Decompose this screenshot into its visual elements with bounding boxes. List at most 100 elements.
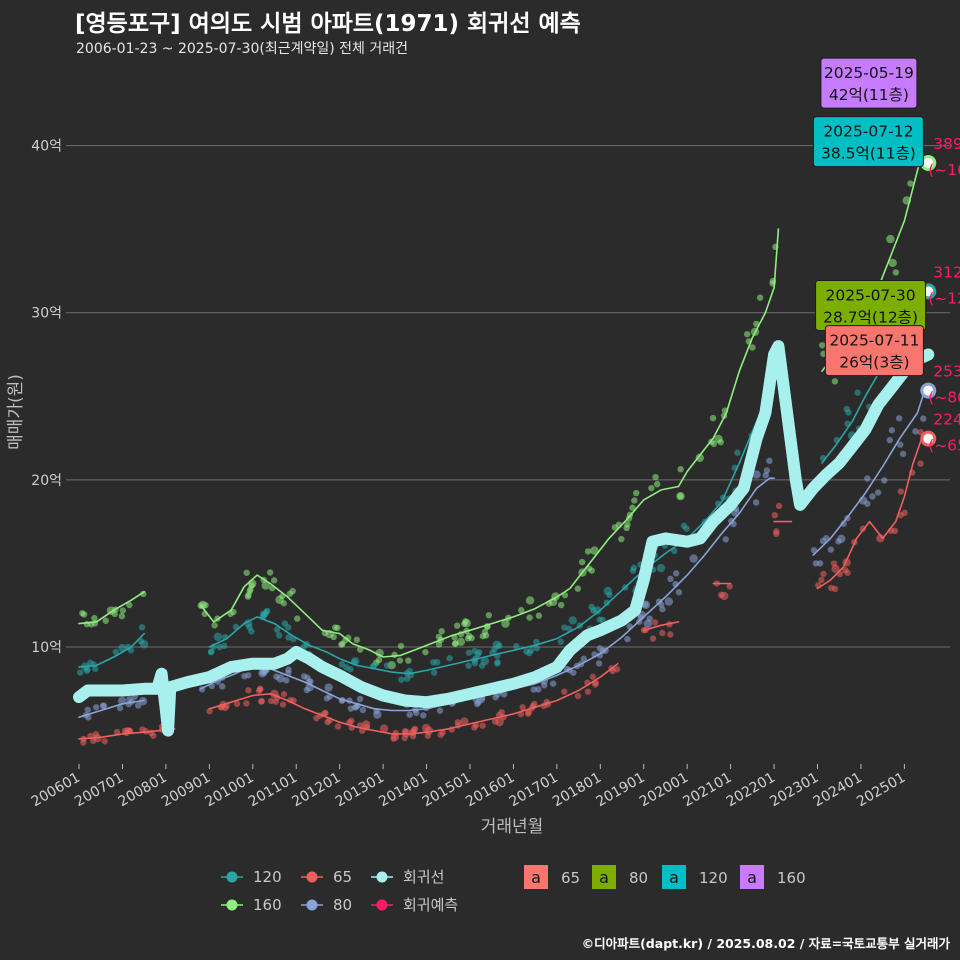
legend-label: 120 <box>699 869 728 887</box>
data-point-160 <box>535 612 543 619</box>
data-point-65 <box>891 527 899 535</box>
data-point-160 <box>91 614 98 622</box>
data-point-120 <box>480 656 490 666</box>
data-point-160 <box>526 614 533 621</box>
legend-box-item-65: a 65 <box>524 865 580 889</box>
data-point-120 <box>630 564 638 571</box>
data-point-80 <box>116 704 124 712</box>
callout-2025-07-12: 2025-07-12 38.5억(11층) <box>812 116 924 168</box>
legend-box-glyph: a <box>599 868 609 887</box>
data-point-160 <box>391 651 398 659</box>
data-point-65 <box>334 723 342 730</box>
prediction-price-65: 224,714 <box>933 411 960 429</box>
data-point-120 <box>338 661 346 668</box>
prediction-point-65 <box>920 430 937 447</box>
data-point-65 <box>831 585 839 593</box>
data-point-65 <box>402 728 411 738</box>
data-point-120 <box>213 632 223 642</box>
data-point-160 <box>709 414 717 422</box>
data-point-80 <box>303 686 311 694</box>
data-point-65 <box>113 728 121 736</box>
y-tick-label: 40억 <box>31 139 62 155</box>
data-point-120 <box>683 525 690 532</box>
x-tick-label: 201001 <box>202 770 256 811</box>
data-point-65 <box>876 534 885 543</box>
data-point-160 <box>331 624 339 631</box>
data-point-80 <box>596 645 604 652</box>
legend-label: 160 <box>253 896 282 914</box>
data-point-120 <box>87 659 94 667</box>
data-point-160 <box>888 258 897 268</box>
data-point-160 <box>629 504 636 512</box>
data-point-80 <box>667 575 674 583</box>
data-point-80 <box>324 683 333 692</box>
data-point-80 <box>99 702 107 709</box>
data-point-65 <box>574 692 582 700</box>
data-point-120 <box>77 669 84 676</box>
legend-box-item-120: a 120 <box>662 865 728 889</box>
legend-item-회귀선: 회귀선 <box>371 868 444 886</box>
data-point-120 <box>347 666 354 673</box>
data-point-80 <box>245 672 252 679</box>
data-point-160 <box>590 546 599 555</box>
series-line-80 <box>199 477 775 712</box>
data-point-80 <box>413 709 420 717</box>
data-point-120 <box>715 500 722 507</box>
data-point-80 <box>596 652 604 659</box>
x-tick-label: 201101 <box>246 770 300 811</box>
data-point-120 <box>285 634 292 641</box>
data-point-120 <box>208 648 215 655</box>
data-point-120 <box>246 624 253 631</box>
data-point-160 <box>892 269 900 276</box>
data-point-65 <box>233 700 241 708</box>
data-point-160 <box>557 601 565 609</box>
data-point-80 <box>897 441 904 448</box>
x-tick-label: 200801 <box>116 770 170 811</box>
data-point-120 <box>843 405 850 413</box>
data-point-120 <box>854 389 861 396</box>
callout-boxes: 2025-05-1942억(11층)2025-07-1238.5억(11층)20… <box>812 57 927 377</box>
prediction-price-80: 253,375 <box>933 363 960 381</box>
data-point-80 <box>549 680 557 687</box>
legend-label: 160 <box>777 869 806 887</box>
legend-item-65: 65 <box>301 868 352 886</box>
data-point-80 <box>219 683 226 690</box>
data-point-160 <box>462 619 471 628</box>
series-line-160 <box>199 228 780 658</box>
data-point-160 <box>677 466 684 473</box>
data-point-80 <box>84 706 91 714</box>
legend-swatch-dot <box>376 871 388 883</box>
data-point-160 <box>266 569 274 576</box>
legend-label: 80 <box>333 896 352 914</box>
series-line-120 <box>208 378 775 675</box>
data-point-65 <box>589 673 597 680</box>
legend-swatch-dot <box>376 899 388 911</box>
data-point-80 <box>500 691 508 698</box>
data-point-80 <box>276 674 285 683</box>
data-point-160 <box>717 438 724 446</box>
data-point-80 <box>912 428 919 435</box>
data-point-65 <box>561 688 568 695</box>
legend-swatch-dot <box>306 899 318 911</box>
callout-2025-07-11: 2025-07-11 26억(3층) <box>824 325 924 377</box>
data-point-80 <box>126 695 133 703</box>
series-lines <box>73 161 935 740</box>
data-point-160 <box>744 330 751 338</box>
data-point-160 <box>111 610 118 618</box>
data-point-160 <box>405 657 412 664</box>
data-point-160 <box>819 342 826 349</box>
data-point-65 <box>392 729 399 737</box>
data-point-120 <box>513 642 520 650</box>
x-axis-title: 거래년월 <box>481 817 544 837</box>
data-point-65 <box>101 738 108 745</box>
data-point-160 <box>198 600 208 610</box>
source-caption: ©디아파트(dapt.kr) / 2025.08.02 / 자료=국토교통부 실… <box>581 936 950 951</box>
data-point-80 <box>869 493 876 500</box>
data-point-80 <box>752 499 760 506</box>
data-point-160 <box>270 577 278 584</box>
data-point-120 <box>590 607 597 614</box>
data-point-80 <box>816 560 824 567</box>
x-tick-label: 200701 <box>72 770 126 811</box>
data-point-120 <box>403 675 411 682</box>
